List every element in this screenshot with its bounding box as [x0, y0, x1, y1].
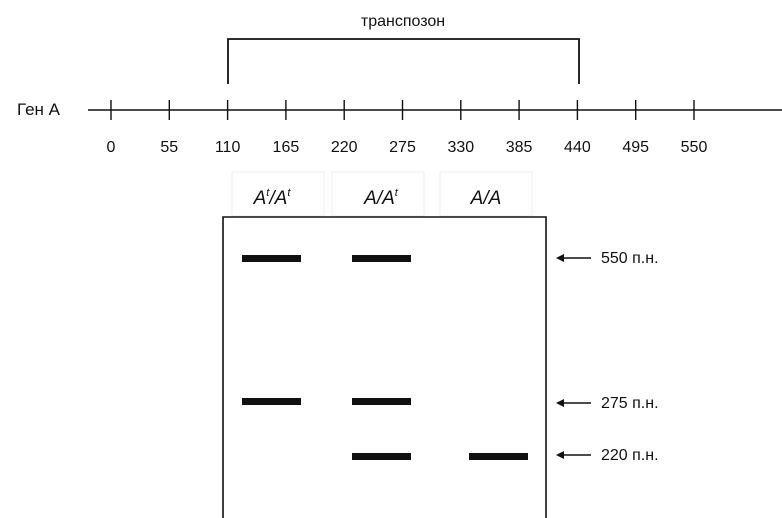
band-lane3-220: [469, 453, 528, 460]
gene-axis-tick-label-55: 55: [160, 139, 178, 156]
gene-map: Ген А 0 55 110 165 220 275 330 385 440 495 550 тра…: [17, 13, 782, 156]
arrow-220-head: [556, 451, 564, 459]
arrow-550-head: [556, 254, 564, 262]
lane-header-box-3: [439, 171, 533, 217]
gel: At/At A/At A/A 550 п.н.: [222, 171, 659, 518]
gene-axis-tick-label-330: 330: [447, 139, 474, 156]
size-label-550: 550 п.н.: [601, 250, 659, 267]
gene-axis-tick-label-495: 495: [622, 139, 649, 156]
gene-axis-tick-label-0: 0: [107, 139, 116, 156]
size-marker-550: 550 п.н.: [556, 250, 659, 267]
transposon-bracket: [227, 38, 580, 84]
gel-frame: [222, 216, 547, 518]
gene-axis-tick-label-110: 110: [215, 139, 241, 156]
lane-3-bands: [469, 453, 528, 460]
lane-1-bands: [242, 255, 301, 405]
band-lane2-550: [352, 255, 411, 262]
lane-label-1: At/At: [253, 187, 292, 209]
gene-axis-tick-labels: 0 55 110 165 220 275 330 385 440 495 550: [107, 139, 708, 156]
gene-axis-ticks: [110, 100, 695, 120]
lane-header-box-2: [331, 171, 425, 217]
gene-axis-tick-label-550: 550: [681, 139, 708, 156]
size-label-275: 275 п.н.: [601, 395, 659, 412]
gene-axis-tick-label-275: 275: [389, 139, 416, 156]
size-marker-275: 275 п.н.: [556, 395, 659, 412]
lane-2-bands: [352, 255, 411, 460]
lane-label-2: A/At: [363, 187, 399, 209]
gene-axis-tick-label-440: 440: [564, 139, 591, 156]
gene-label: Ген А: [17, 100, 61, 119]
size-label-220: 220 п.н.: [601, 447, 659, 464]
size-marker-220: 220 п.н.: [556, 447, 659, 464]
band-lane2-220: [352, 453, 411, 460]
lane-header-box-1: [231, 171, 325, 217]
lane-label-3: A/A: [470, 188, 502, 209]
gene-axis-tick-label-165: 165: [273, 139, 300, 156]
arrow-275-head: [556, 399, 564, 407]
gene-axis-tick-label-220: 220: [331, 139, 358, 156]
band-lane1-550: [242, 255, 301, 262]
transposon-label: транспозон: [361, 13, 445, 30]
band-lane1-275: [242, 398, 301, 405]
gene-axis-tick-label-385: 385: [506, 139, 533, 156]
band-lane2-275: [352, 398, 411, 405]
